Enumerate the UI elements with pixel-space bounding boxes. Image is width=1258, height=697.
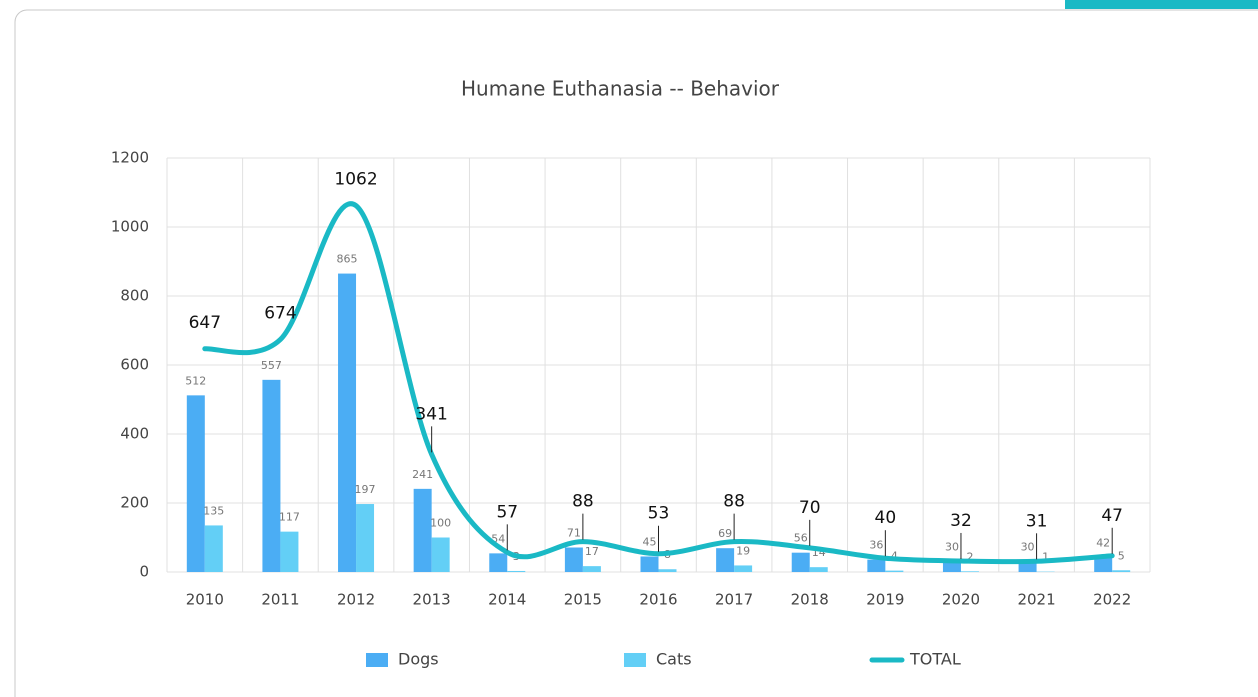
bar xyxy=(507,570,526,572)
line-value-label: 47 xyxy=(1101,506,1123,526)
line-value-label: 88 xyxy=(572,492,594,512)
x-tick-label: 2021 xyxy=(1017,591,1055,609)
bar xyxy=(734,565,753,572)
bar xyxy=(640,556,659,572)
x-tick-label: 2013 xyxy=(413,591,451,609)
legend-swatch xyxy=(624,653,646,667)
bar-value-label: 71 xyxy=(567,527,581,540)
x-tick-label: 2015 xyxy=(564,591,602,609)
bar-value-label: 30 xyxy=(1021,541,1035,554)
y-tick-label: 400 xyxy=(120,425,149,443)
bar xyxy=(582,566,601,572)
y-tick-label: 0 xyxy=(139,563,149,581)
bar-value-label: 197 xyxy=(355,483,376,496)
legend-label: Dogs xyxy=(398,650,439,669)
bar xyxy=(413,488,432,572)
bar-value-label: 865 xyxy=(337,253,358,266)
bar xyxy=(658,569,677,572)
bar-value-label: 135 xyxy=(203,504,224,517)
bar xyxy=(809,567,828,572)
bar-value-label: 2 xyxy=(966,550,973,563)
bar xyxy=(564,547,583,572)
line-value-label: 40 xyxy=(875,508,897,528)
y-tick-label: 1200 xyxy=(111,149,149,167)
chart-title: Humane Euthanasia -- Behavior xyxy=(461,77,780,101)
bar-value-label: 56 xyxy=(794,532,808,545)
line-value-label: 53 xyxy=(648,504,670,524)
legend-swatch xyxy=(366,653,388,667)
bar-value-label: 557 xyxy=(261,359,282,372)
bar-value-label: 4 xyxy=(891,550,898,563)
legend-label: TOTAL xyxy=(909,650,961,669)
legend-label: Cats xyxy=(656,650,692,669)
x-tick-label: 2018 xyxy=(791,591,829,609)
x-tick-label: 2012 xyxy=(337,591,375,609)
y-tick-label: 200 xyxy=(120,494,149,512)
bar-value-label: 45 xyxy=(643,535,657,548)
card xyxy=(14,9,1258,697)
x-tick-label: 2014 xyxy=(488,591,526,609)
line-value-label: 70 xyxy=(799,498,821,518)
x-tick-label: 2020 xyxy=(942,591,980,609)
bar-value-label: 100 xyxy=(430,517,451,530)
line xyxy=(202,201,1115,565)
bar xyxy=(356,504,375,572)
bar xyxy=(791,552,810,572)
bar-value-label: 512 xyxy=(185,374,206,387)
bar xyxy=(204,525,223,572)
bar xyxy=(867,559,886,572)
line-value-label: 341 xyxy=(415,404,447,424)
line-value-label: 647 xyxy=(189,313,221,333)
y-tick-label: 600 xyxy=(120,356,149,374)
bar xyxy=(262,379,281,572)
bar-value-label: 241 xyxy=(412,468,433,481)
line-value-label: 32 xyxy=(950,511,972,531)
x-tick-label: 2010 xyxy=(186,591,224,609)
bar xyxy=(942,561,961,572)
line-value-label: 57 xyxy=(496,502,518,522)
bar-value-label: 1 xyxy=(1042,551,1049,564)
bar xyxy=(716,548,735,572)
bar xyxy=(489,553,508,572)
x-tick-label: 2011 xyxy=(261,591,299,609)
bar xyxy=(1094,557,1113,572)
bar xyxy=(885,570,904,572)
bar xyxy=(960,571,979,572)
bar-value-label: 17 xyxy=(585,545,599,558)
bar-value-label: 5 xyxy=(1118,549,1125,562)
bar-value-label: 36 xyxy=(869,539,883,552)
bar xyxy=(186,395,205,572)
bar-value-label: 19 xyxy=(736,544,750,557)
top-accent xyxy=(1065,0,1258,9)
x-tick-label: 2022 xyxy=(1093,591,1131,609)
line-value-label: 674 xyxy=(264,303,296,323)
bar-value-label: 69 xyxy=(718,527,732,540)
line-value-label: 1062 xyxy=(334,170,377,190)
x-tick-label: 2019 xyxy=(866,591,904,609)
bar-value-label: 42 xyxy=(1096,537,1110,550)
bar xyxy=(431,537,450,572)
line-value-label: 88 xyxy=(723,492,745,512)
bar xyxy=(280,531,299,572)
bar-value-label: 30 xyxy=(945,541,959,554)
y-tick-label: 800 xyxy=(120,287,149,305)
bar-value-label: 117 xyxy=(279,511,300,524)
bar xyxy=(1018,561,1037,572)
y-tick-label: 1000 xyxy=(111,218,149,236)
bar xyxy=(1112,570,1131,572)
line-value-label: 31 xyxy=(1026,511,1048,531)
x-tick-label: 2016 xyxy=(639,591,677,609)
x-tick-label: 2017 xyxy=(715,591,753,609)
bar xyxy=(338,273,357,572)
